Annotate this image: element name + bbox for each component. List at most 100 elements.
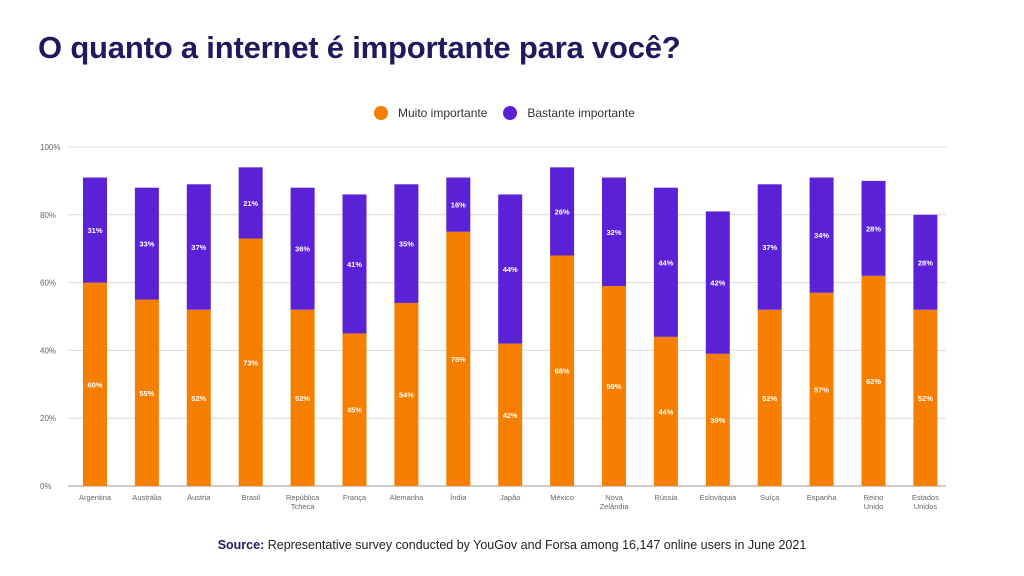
- x-tick-label: Índia: [450, 493, 467, 502]
- legend-item-bastante: Bastante importante: [503, 106, 635, 120]
- x-tick-label-line: Áustria: [187, 493, 211, 502]
- data-label: 60%: [87, 380, 102, 389]
- data-label: 57%: [814, 385, 829, 394]
- data-label: 75%: [451, 355, 466, 364]
- source-label: Source:: [217, 538, 265, 552]
- data-label: 54%: [399, 390, 414, 399]
- data-label: 37%: [191, 243, 206, 252]
- bar-bastante-importante: [809, 177, 834, 293]
- y-tick-label: 0%: [40, 482, 52, 491]
- x-tick-label: Brasil: [241, 493, 260, 502]
- source-note: Source: Representative survey conducted …: [0, 538, 1024, 552]
- x-tick-label-line: França: [343, 493, 367, 502]
- bar-bastante-importante: [394, 184, 419, 303]
- y-tick-label: 80%: [40, 211, 56, 220]
- x-tick-label-line: Unidos: [914, 502, 938, 511]
- x-tick-label: Espanha: [807, 493, 837, 502]
- x-tick-label-line: Argentina: [79, 493, 112, 502]
- bar-muito-importante: [394, 302, 419, 486]
- data-label: 45%: [347, 406, 362, 415]
- bar-muito-importante: [83, 282, 107, 486]
- bar-muito-importante: [186, 309, 211, 486]
- data-label: 36%: [295, 245, 310, 254]
- data-label: 44%: [503, 265, 518, 274]
- chart-title: O quanto a internet é importante para vo…: [38, 30, 681, 65]
- bar-muito-importante: [757, 309, 782, 486]
- data-label: 37%: [762, 243, 777, 252]
- bar-muito-importante: [290, 309, 315, 486]
- x-tick-label: Áustria: [187, 493, 211, 502]
- legend-swatch-muito: [374, 106, 388, 120]
- bar-bastante-importante: [446, 177, 471, 232]
- x-tick-label-line: Japão: [500, 493, 520, 502]
- data-label: 62%: [866, 377, 881, 386]
- data-label: 32%: [606, 228, 621, 237]
- x-tick-label: Austrália: [132, 493, 162, 502]
- bar-bastante-importante: [757, 184, 782, 310]
- x-tick-label-line: Reino: [864, 493, 884, 502]
- bar-muito-importante: [446, 231, 471, 486]
- bar-bastante-importante: [290, 187, 315, 310]
- x-tick-label: Alemanha: [390, 493, 425, 502]
- data-label: 28%: [918, 258, 933, 267]
- x-tick-label-line: Suíça: [760, 493, 780, 502]
- data-label: 59%: [606, 382, 621, 391]
- x-tick-label: Reino Unido: [864, 493, 884, 511]
- data-label: 68%: [555, 367, 570, 376]
- data-label: 52%: [918, 394, 933, 403]
- data-label: 39%: [710, 416, 725, 425]
- x-tick-label: Eslováquia: [699, 493, 737, 502]
- x-tick-label: República Tcheca: [286, 493, 320, 511]
- legend: Muito importante Bastante importante: [374, 104, 651, 122]
- x-tick-label-line: Brasil: [241, 493, 260, 502]
- data-label: 41%: [347, 260, 362, 269]
- x-tick-label-line: Rússia: [654, 493, 678, 502]
- x-tick-label-line: Eslováquia: [699, 493, 737, 502]
- legend-item-muito: Muito importante: [374, 106, 487, 120]
- bar-muito-importante: [809, 292, 834, 486]
- x-tick-label-line: Alemanha: [390, 493, 425, 502]
- y-tick-label: 40%: [40, 346, 56, 355]
- bar-muito-importante: [705, 353, 730, 486]
- data-label: 52%: [295, 394, 310, 403]
- bar-bastante-importante: [602, 177, 626, 286]
- legend-swatch-bastante: [503, 106, 518, 120]
- data-label: 21%: [243, 199, 258, 208]
- x-tick-label-line: Austrália: [132, 493, 162, 502]
- x-tick-label: Rússia: [654, 493, 678, 502]
- stacked-bar-chart: 0% 20% 40% 60% 80% 100% 60% 31% Argentina 55% 33% A…: [40, 143, 946, 511]
- x-tick-label-line: República: [286, 493, 320, 502]
- data-label: 44%: [658, 258, 673, 267]
- bar-muito-importante: [238, 238, 263, 486]
- legend-label-muito: Muito importante: [398, 106, 488, 120]
- data-label: 16%: [451, 201, 466, 210]
- bar-bastante-importante: [134, 187, 159, 300]
- bar-bastante-importante: [653, 187, 678, 337]
- source-text: Representative survey conducted by YouGo…: [264, 538, 807, 552]
- y-tick-label: 60%: [40, 279, 56, 288]
- y-tick-label: 20%: [40, 414, 56, 423]
- data-label: 28%: [866, 224, 881, 233]
- data-label: 52%: [191, 394, 206, 403]
- data-label: 55%: [139, 389, 154, 398]
- bar-muito-importante: [913, 309, 938, 486]
- x-tick-label: Suíça: [760, 493, 780, 502]
- x-tick-label-line: México: [550, 493, 574, 502]
- data-label: 31%: [87, 226, 102, 235]
- data-label: 52%: [762, 394, 777, 403]
- bar-bastante-importante: [913, 214, 938, 310]
- bar-bastante-importante: [342, 194, 367, 334]
- data-label: 34%: [814, 231, 829, 240]
- x-tick-label: Argentina: [79, 493, 112, 502]
- x-tick-label: Japão: [500, 493, 520, 502]
- legend-label-bastante: Bastante importante: [527, 106, 635, 120]
- data-label: 42%: [710, 279, 725, 288]
- x-tick-label-line: Índia: [450, 493, 467, 502]
- x-tick-label: Nova Zelândia: [600, 493, 630, 511]
- x-tick-label-line: Unido: [864, 502, 884, 511]
- bar-bastante-importante: [186, 184, 211, 310]
- data-label: 42%: [503, 411, 518, 420]
- bar-bastante-importante: [550, 167, 575, 256]
- bar-bastante-importante: [861, 180, 886, 276]
- x-tick-label: Estados Unidos: [912, 493, 939, 511]
